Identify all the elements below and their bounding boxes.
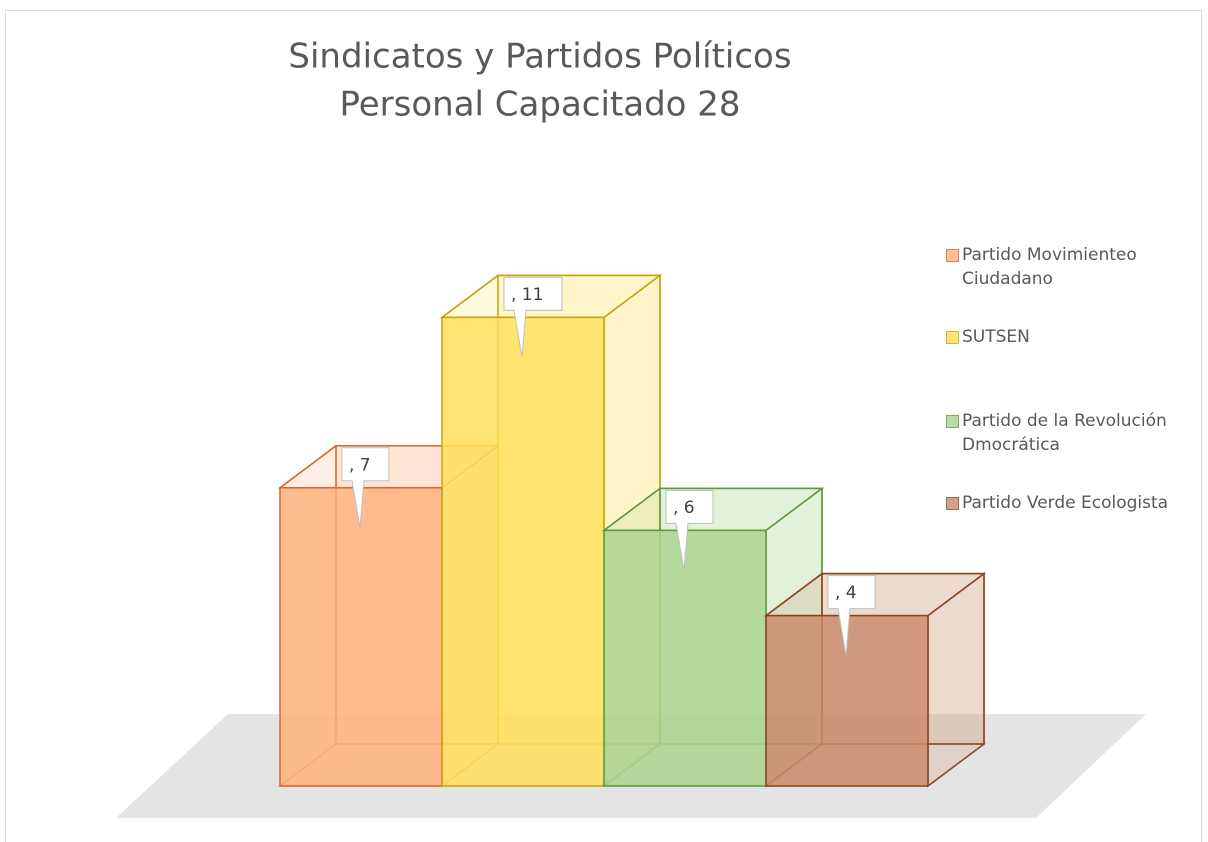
bar-edge [279, 445, 337, 489]
callout [827, 575, 876, 656]
chart-subtitle: Personal Capacitado 28 [339, 85, 740, 125]
legend-swatch [946, 249, 959, 262]
legend-label: SUTSEN [962, 327, 1030, 347]
chart-border [5, 10, 1202, 842]
data-label: , 7 [349, 455, 371, 475]
callout [503, 276, 563, 358]
callout [341, 447, 390, 528]
bar-edge [441, 274, 499, 318]
legend-item: Partido Movimienteo Ciudadano [946, 243, 1196, 291]
data-label: , 4 [835, 583, 857, 603]
bar-edge [603, 487, 661, 532]
bar [441, 316, 605, 787]
data-label: , 11 [511, 285, 543, 305]
legend-label: Partido de la Revolución Dmocrática [962, 411, 1167, 455]
legend-label: Partido Movimienteo Ciudadano [962, 245, 1137, 289]
bar [279, 487, 443, 787]
bar-edge [765, 572, 823, 617]
legend-swatch [946, 331, 959, 344]
bar [603, 529, 767, 787]
legend-label: Partido Verde Ecologista [962, 493, 1169, 513]
chart-title: Sindicatos y Partidos Políticos [288, 37, 791, 77]
legend-item: Partido Verde Ecologista [946, 491, 1196, 515]
callout [665, 489, 714, 571]
legend-item: SUTSEN [946, 325, 1196, 349]
legend-swatch [946, 497, 959, 510]
legend-swatch [946, 415, 959, 428]
legend-item: Partido de la Revolución Dmocrática [946, 409, 1196, 457]
data-label: , 6 [673, 498, 695, 518]
